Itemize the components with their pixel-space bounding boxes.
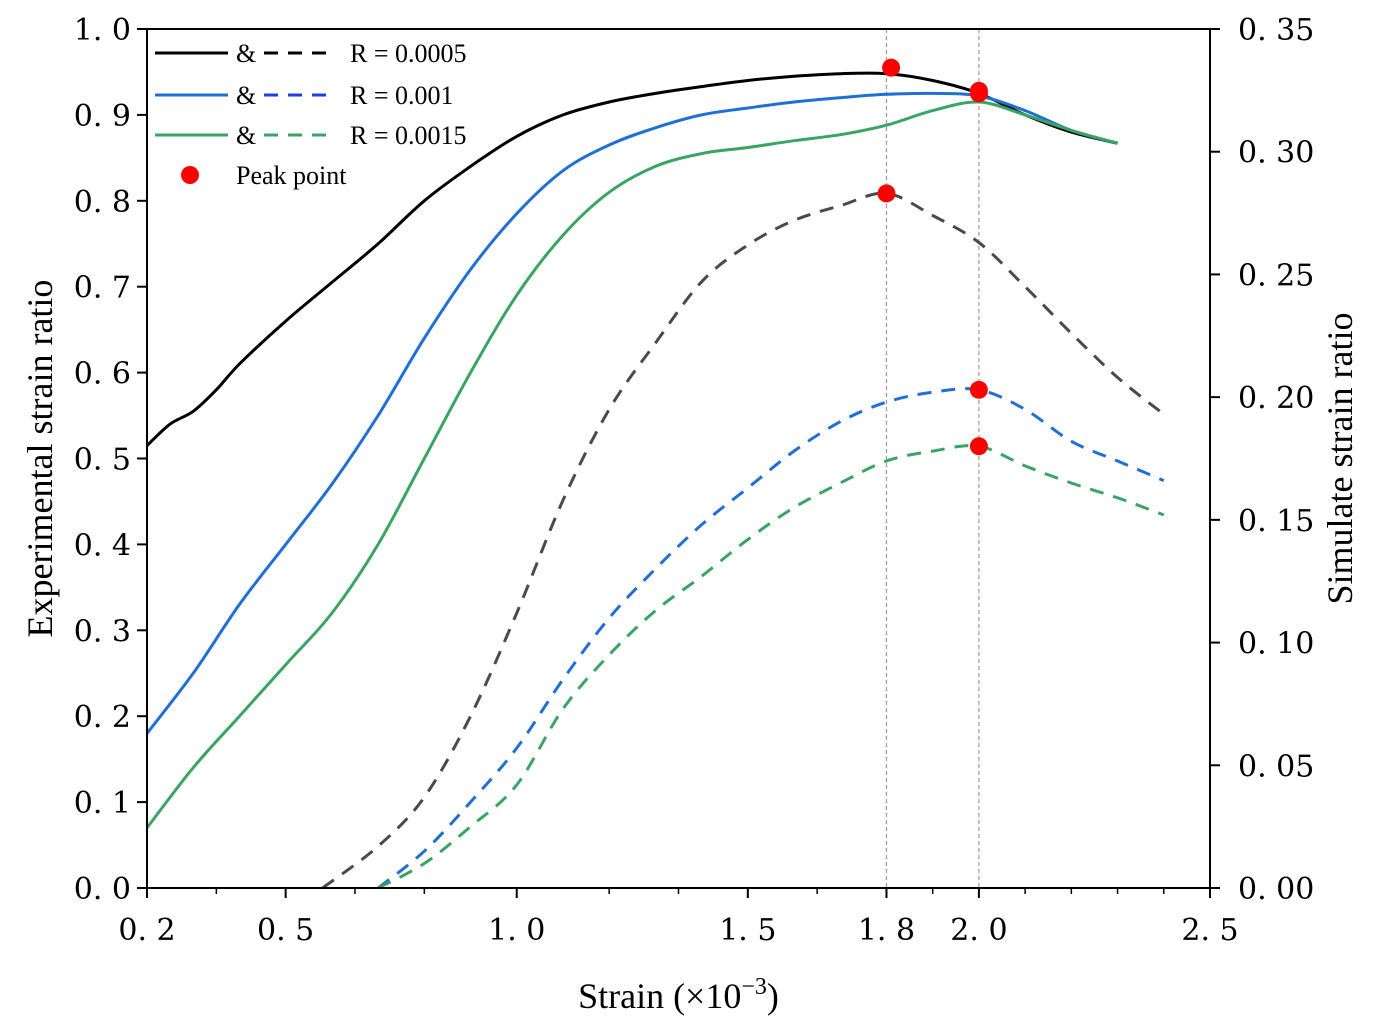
- x-axis-title-main: Strain (×10: [578, 976, 741, 1016]
- y-axis-right-title: Simulate strain ratio: [1320, 313, 1360, 605]
- series-lines: [145, 71, 1165, 890]
- legend-amp-1: &: [236, 81, 256, 110]
- y-left-tick-label-7: 0. 7: [74, 271, 131, 306]
- y-right-tick-label-2: 0. 10: [1238, 627, 1314, 662]
- y-right-tick-label-7: 0. 35: [1238, 13, 1314, 48]
- legend-label-0: R = 0.0005: [350, 39, 467, 68]
- peak-point-4: [969, 380, 988, 399]
- series-line-2: [145, 100, 1118, 829]
- peak-point-0: [882, 58, 901, 77]
- legend-amp-0: &: [236, 39, 256, 68]
- x-tick-label-4: 1. 8: [858, 913, 915, 948]
- legend-label-2: R = 0.0015: [350, 121, 467, 150]
- vertical-reference-lines: [885, 29, 980, 888]
- x-tick-label-5: 2. 0: [950, 913, 1007, 948]
- y-left-tick-label-9: 0. 9: [74, 99, 131, 134]
- series-line-3: [321, 191, 1165, 890]
- x-tick-label-2: 1. 0: [488, 913, 545, 948]
- y-left-tick-label-6: 0. 6: [74, 357, 131, 392]
- y-right-tick-label-5: 0. 25: [1238, 258, 1314, 293]
- x-tick-label-6: 2. 5: [1181, 913, 1238, 948]
- x-tick-label-3: 1. 5: [719, 913, 776, 948]
- legend-marker-3: [181, 166, 199, 184]
- x-tick-label-0: 0. 2: [118, 913, 175, 948]
- peak-point-2: [969, 84, 988, 103]
- y-left-tick-label-0: 0. 0: [74, 872, 131, 907]
- peak-points: [877, 58, 988, 456]
- y-right-tick-label-6: 0. 30: [1238, 136, 1314, 171]
- y-right-tick-label-1: 0. 05: [1238, 749, 1314, 784]
- series-line-0: [145, 71, 1118, 447]
- legend-label-1: R = 0.001: [350, 81, 454, 110]
- y-left-tick-label-3: 0. 3: [74, 614, 131, 649]
- y-left-tick-label-4: 0. 4: [74, 528, 131, 563]
- y-axis-left-title: Experimental strain ratio: [20, 280, 60, 638]
- peak-point-5: [969, 437, 988, 456]
- series-line-5: [377, 444, 1165, 890]
- y-left-tick-label-1: 0. 1: [74, 786, 131, 821]
- legend-label-3: Peak point: [236, 161, 347, 190]
- x-tick-label-1: 0. 5: [257, 913, 314, 948]
- y-right-tick-label-0: 0. 00: [1238, 872, 1314, 907]
- x-axis-title: Strain (×10−3): [578, 974, 779, 1016]
- x-axis-title-exponent: −3: [741, 974, 767, 1000]
- y-right-tick-label-3: 0. 15: [1238, 504, 1314, 539]
- peak-point-3: [877, 184, 896, 203]
- y-right-tick-label-4: 0. 20: [1238, 381, 1314, 416]
- series-line-1: [145, 91, 1118, 735]
- axis-ticks: 0. 2 0. 5 1. 0 1. 5 1. 8 2. 0 2. 5 0. 0 0. 1 0. 2…: [74, 13, 1315, 948]
- y-left-tick-label-10: 1. 0: [74, 13, 131, 48]
- y-left-tick-label-2: 0. 2: [74, 700, 131, 735]
- legend-amp-2: &: [236, 121, 256, 150]
- y-left-tick-label-5: 0. 5: [74, 443, 131, 478]
- y-left-tick-label-8: 0. 8: [74, 185, 131, 220]
- series-line-4: [377, 387, 1165, 890]
- x-axis-title-close: ): [767, 976, 779, 1016]
